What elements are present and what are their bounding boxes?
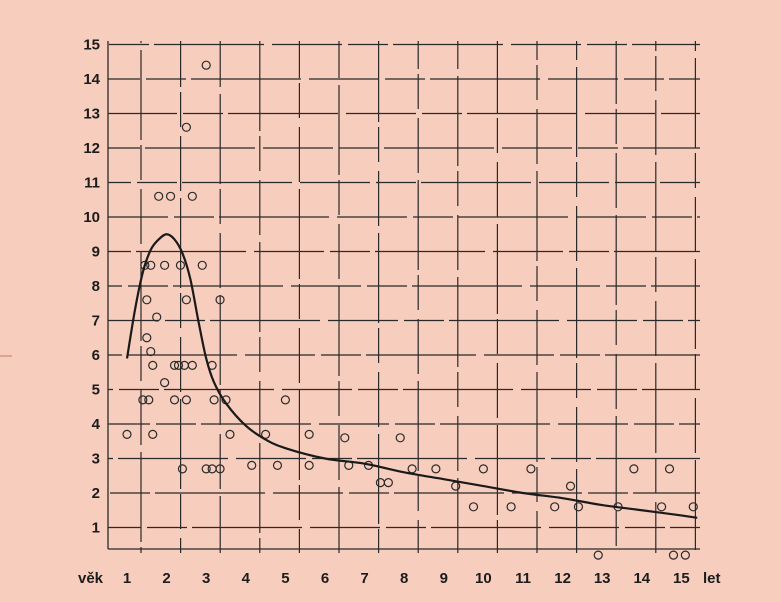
data-point bbox=[138, 395, 148, 405]
data-point bbox=[383, 478, 393, 488]
data-point bbox=[187, 360, 197, 370]
data-point bbox=[177, 464, 188, 474]
gridlines bbox=[0, 41, 700, 553]
data-point bbox=[375, 478, 386, 488]
x-tick-label: 7 bbox=[360, 570, 368, 587]
x-tick-label: 3 bbox=[202, 570, 210, 587]
data-point bbox=[478, 464, 488, 474]
trend-line bbox=[125, 233, 698, 519]
y-tick-label: 14 bbox=[83, 71, 100, 88]
data-point bbox=[197, 260, 207, 270]
data-point bbox=[144, 395, 154, 405]
data-point bbox=[656, 502, 667, 512]
data-point bbox=[160, 378, 170, 388]
x-tick-label: 8 bbox=[400, 570, 408, 587]
data-point bbox=[280, 395, 290, 405]
x-tick-label: 5 bbox=[281, 570, 289, 587]
y-tick-label: 6 bbox=[92, 347, 100, 364]
data-point bbox=[272, 460, 283, 470]
data-point bbox=[680, 550, 690, 560]
data-point bbox=[688, 502, 698, 512]
x-tick-label: 9 bbox=[440, 570, 448, 587]
data-point bbox=[201, 464, 211, 474]
data-point bbox=[593, 550, 603, 560]
x-tick-label: 2 bbox=[162, 570, 170, 587]
x-tick-label: 15 bbox=[673, 570, 690, 587]
data-point bbox=[148, 360, 158, 370]
data-point bbox=[395, 433, 405, 443]
x-tick-label: 14 bbox=[633, 570, 650, 587]
data-point bbox=[565, 481, 576, 491]
data-point bbox=[179, 360, 190, 370]
data-point bbox=[165, 191, 176, 201]
data-point bbox=[201, 60, 211, 70]
y-tick-label: 7 bbox=[92, 313, 100, 330]
data-point bbox=[550, 502, 560, 512]
data-point bbox=[340, 433, 350, 443]
data-point bbox=[526, 464, 536, 474]
data-point bbox=[506, 502, 516, 512]
data-point bbox=[304, 429, 314, 439]
data-point bbox=[668, 550, 679, 560]
data-point bbox=[181, 295, 191, 305]
data-point bbox=[181, 395, 191, 405]
data-point bbox=[629, 464, 639, 474]
y-tick-label: 11 bbox=[84, 175, 100, 192]
data-point bbox=[247, 460, 257, 470]
y-tick-label: 15 bbox=[83, 37, 100, 54]
data-point bbox=[154, 191, 164, 201]
data-point bbox=[207, 464, 217, 474]
y-tick-label: 5 bbox=[92, 382, 100, 399]
y-tick-label: 10 bbox=[83, 209, 100, 226]
y-tick-label: 2 bbox=[92, 485, 100, 502]
data-point bbox=[142, 333, 152, 343]
data-point bbox=[468, 502, 479, 512]
data-point bbox=[146, 346, 156, 357]
data-point bbox=[140, 260, 150, 270]
y-tick-label: 3 bbox=[92, 451, 100, 468]
x-tick-label: 6 bbox=[321, 570, 329, 587]
trend-curve bbox=[125, 233, 698, 519]
data-point bbox=[187, 191, 197, 201]
data-point bbox=[431, 464, 441, 474]
data-point bbox=[169, 360, 180, 370]
data-point bbox=[169, 395, 180, 405]
data-point bbox=[407, 464, 417, 474]
data-point bbox=[573, 502, 584, 512]
x-tick-label: 11 bbox=[515, 570, 531, 587]
data-point bbox=[225, 429, 235, 439]
data-point bbox=[175, 260, 186, 270]
data-point bbox=[451, 481, 461, 491]
data-point bbox=[215, 295, 225, 305]
data-point bbox=[304, 460, 314, 470]
data-point bbox=[148, 429, 158, 439]
y-tick-label: 13 bbox=[83, 106, 100, 123]
data-point bbox=[173, 360, 184, 370]
x-tick-label: 4 bbox=[242, 570, 251, 587]
data-points bbox=[122, 60, 698, 560]
data-point bbox=[142, 295, 152, 305]
data-point bbox=[664, 464, 675, 474]
data-point bbox=[160, 260, 170, 270]
y-tick-label: 8 bbox=[92, 278, 100, 295]
data-point bbox=[122, 429, 132, 439]
data-point bbox=[146, 260, 156, 270]
x-tick-label: 12 bbox=[554, 570, 571, 587]
data-point bbox=[209, 395, 219, 405]
x-axis-label: let bbox=[703, 570, 721, 587]
data-point bbox=[181, 122, 191, 132]
x-tick-label: 10 bbox=[475, 570, 492, 587]
y-tick-label: 9 bbox=[92, 244, 100, 261]
x-tick-label: 13 bbox=[594, 570, 611, 587]
y-tick-label: 12 bbox=[83, 140, 100, 157]
data-point bbox=[215, 464, 225, 474]
x-tick-label: 1 bbox=[123, 570, 131, 587]
data-point bbox=[152, 312, 162, 322]
y-tick-label: 4 bbox=[92, 416, 101, 433]
y-axis-label: věk bbox=[78, 570, 104, 587]
y-tick-label: 1 bbox=[92, 520, 100, 537]
